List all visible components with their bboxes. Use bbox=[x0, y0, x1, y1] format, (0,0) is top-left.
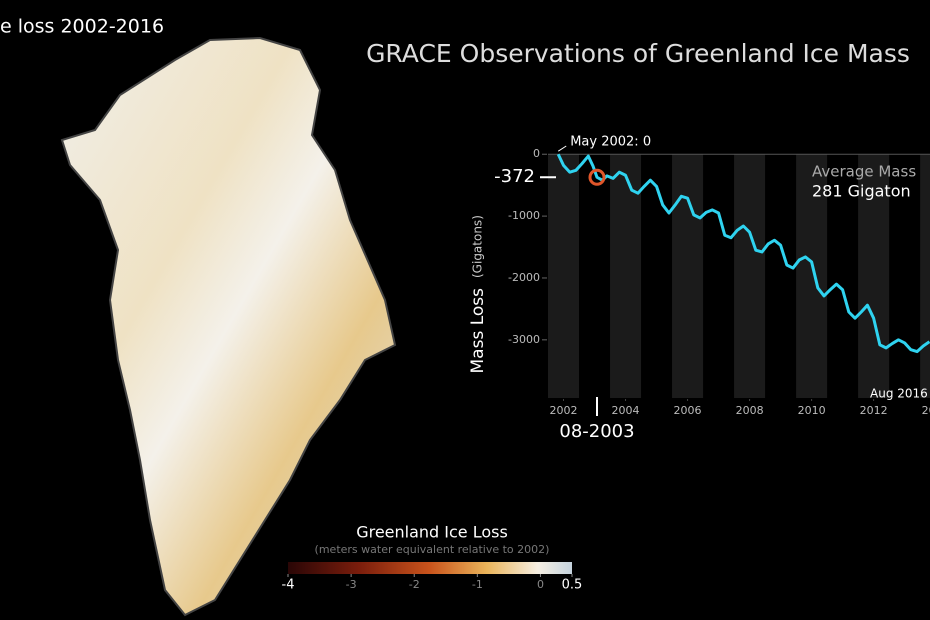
y-tick-label: -2000 bbox=[508, 271, 540, 284]
y-label: Mass Loss (Gigatons) bbox=[468, 215, 488, 373]
year-band bbox=[672, 154, 704, 398]
y-label-text: Mass Loss bbox=[468, 288, 488, 374]
x-tick-label: 2006 bbox=[674, 404, 702, 417]
year-band bbox=[610, 154, 642, 398]
colorbar-tick-label: 0 bbox=[537, 578, 544, 591]
current-marker bbox=[588, 168, 606, 186]
map-title: e loss 2002-2016 bbox=[0, 16, 164, 38]
x-tick-label: 2004 bbox=[612, 404, 640, 417]
chart-title: GRACE Observations of Greenland Ice Mass bbox=[366, 39, 910, 68]
x-tick-label: 2014 bbox=[922, 404, 930, 417]
colorbar-title: Greenland Ice Loss bbox=[356, 523, 508, 542]
start-leader bbox=[557, 145, 567, 152]
year-band bbox=[796, 154, 828, 398]
x-tick-label: 2008 bbox=[736, 404, 764, 417]
end-annotation: Aug 2016 bbox=[870, 387, 928, 401]
marker-x-label: 08-2003 bbox=[559, 421, 634, 442]
year-band bbox=[548, 154, 580, 398]
marker-value-label: -372 bbox=[494, 166, 535, 187]
y-tick-label: -3000 bbox=[508, 333, 540, 346]
x-tick-label: 2002 bbox=[550, 404, 578, 417]
year-band bbox=[920, 154, 930, 398]
colorbar-subtitle: (meters water equivalent relative to 200… bbox=[315, 543, 550, 556]
year-band bbox=[858, 154, 890, 398]
average-value: 281 Gigaton bbox=[812, 182, 911, 201]
colorbar-tick-label: -3 bbox=[346, 578, 357, 591]
colorbar-tick-label: -4 bbox=[282, 578, 295, 593]
average-label: Average Mass bbox=[812, 163, 916, 181]
colorbar bbox=[288, 562, 572, 574]
year-band bbox=[734, 154, 766, 398]
y-label-unit: (Gigatons) bbox=[471, 215, 485, 278]
y-tick-label: 0 bbox=[533, 147, 540, 160]
colorbar-tick-label: 0.5 bbox=[562, 578, 583, 593]
colorbar-tick-label: -2 bbox=[409, 578, 420, 591]
series-line bbox=[556, 153, 930, 354]
start-annotation: May 2002: 0 bbox=[570, 135, 651, 150]
x-tick-label: 2012 bbox=[860, 404, 888, 417]
greenland-map bbox=[60, 36, 397, 617]
x-tick-label: 2010 bbox=[798, 404, 826, 417]
colorbar-tick-label: -1 bbox=[472, 578, 483, 591]
y-tick-label: -1000 bbox=[508, 209, 540, 222]
